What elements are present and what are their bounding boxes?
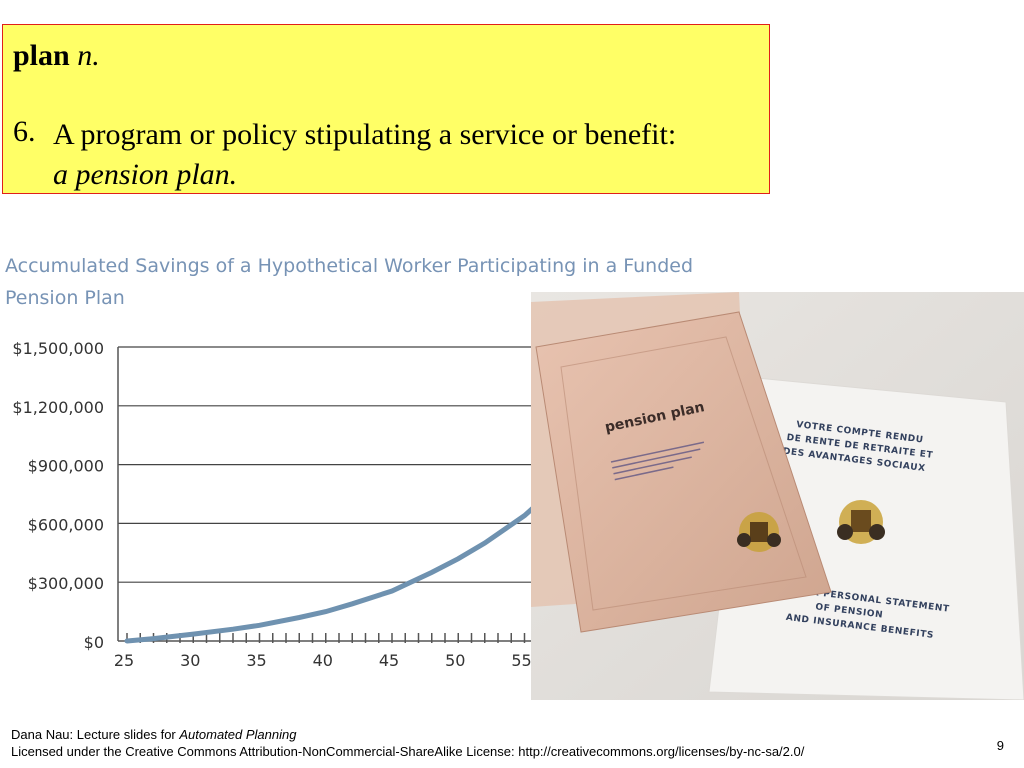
- booklet-crest-icon: [737, 512, 781, 552]
- y-tick-label: $600,000: [28, 515, 104, 534]
- pension-documents-image: VOTRE COMPTE RENDU DE RENTE DE RETRAITE …: [531, 292, 1024, 700]
- y-tick-label: $1,200,000: [12, 398, 104, 417]
- chart-title: Accumulated Savings of a Hypothetical Wo…: [5, 255, 694, 309]
- license-text: Licensed under the Creative Commons Attr…: [11, 744, 805, 759]
- footer-credit: Dana Nau: Lecture slides for Automated P…: [11, 726, 804, 743]
- definition-box: plan n. 6. A program or policy stipulati…: [2, 24, 770, 194]
- page-number: 9: [996, 738, 1004, 753]
- x-tick-label: 25: [114, 651, 134, 670]
- sense-definition: A program or policy stipulating a servic…: [53, 115, 676, 195]
- pension-plan-photo: VOTRE COMPTE RENDU DE RENTE DE RETRAITE …: [531, 292, 1024, 700]
- headword: plan: [13, 39, 70, 72]
- y-tick-label: $900,000: [28, 457, 104, 476]
- y-tick-label: $1,500,000: [12, 339, 104, 358]
- chart-y-ticks: $0 $300,000 $600,000 $900,000 $1,200,000 $1,5…: [12, 339, 104, 652]
- x-tick-label: 30: [180, 651, 200, 670]
- x-tick-label: 35: [246, 651, 266, 670]
- x-tick-label: 45: [379, 651, 399, 670]
- chart-x-ticks: 25 30 35 40 45 50 55: [114, 651, 532, 670]
- sense-number: 6.: [13, 115, 36, 148]
- x-tick-label: 55: [511, 651, 531, 670]
- x-tick-label: 50: [445, 651, 465, 670]
- sense-text: A program or policy stipulating a servic…: [53, 118, 677, 151]
- part-of-speech: n.: [77, 39, 100, 72]
- credit-prefix: Dana Nau: Lecture slides for: [11, 727, 180, 742]
- savings-chart: $0 $300,000 $600,000 $900,000 $1,200,000 $1,5…: [12, 339, 540, 670]
- x-tick-label: 40: [313, 651, 333, 670]
- coat-of-arms-icon: [837, 500, 885, 544]
- usage-example: a pension plan.: [53, 158, 238, 191]
- pension-booklet: [535, 311, 832, 633]
- savings-series-line: [124, 498, 540, 644]
- definition-headword: plan n.: [13, 39, 100, 73]
- slide-footer: Dana Nau: Lecture slides for Automated P…: [11, 726, 804, 760]
- chart-gridlines: [118, 346, 540, 642]
- y-tick-label: $300,000: [28, 574, 104, 593]
- credit-title: Automated Planning: [179, 727, 297, 742]
- y-tick-label: $0: [84, 633, 104, 652]
- chart-minor-ticks: [126, 633, 539, 643]
